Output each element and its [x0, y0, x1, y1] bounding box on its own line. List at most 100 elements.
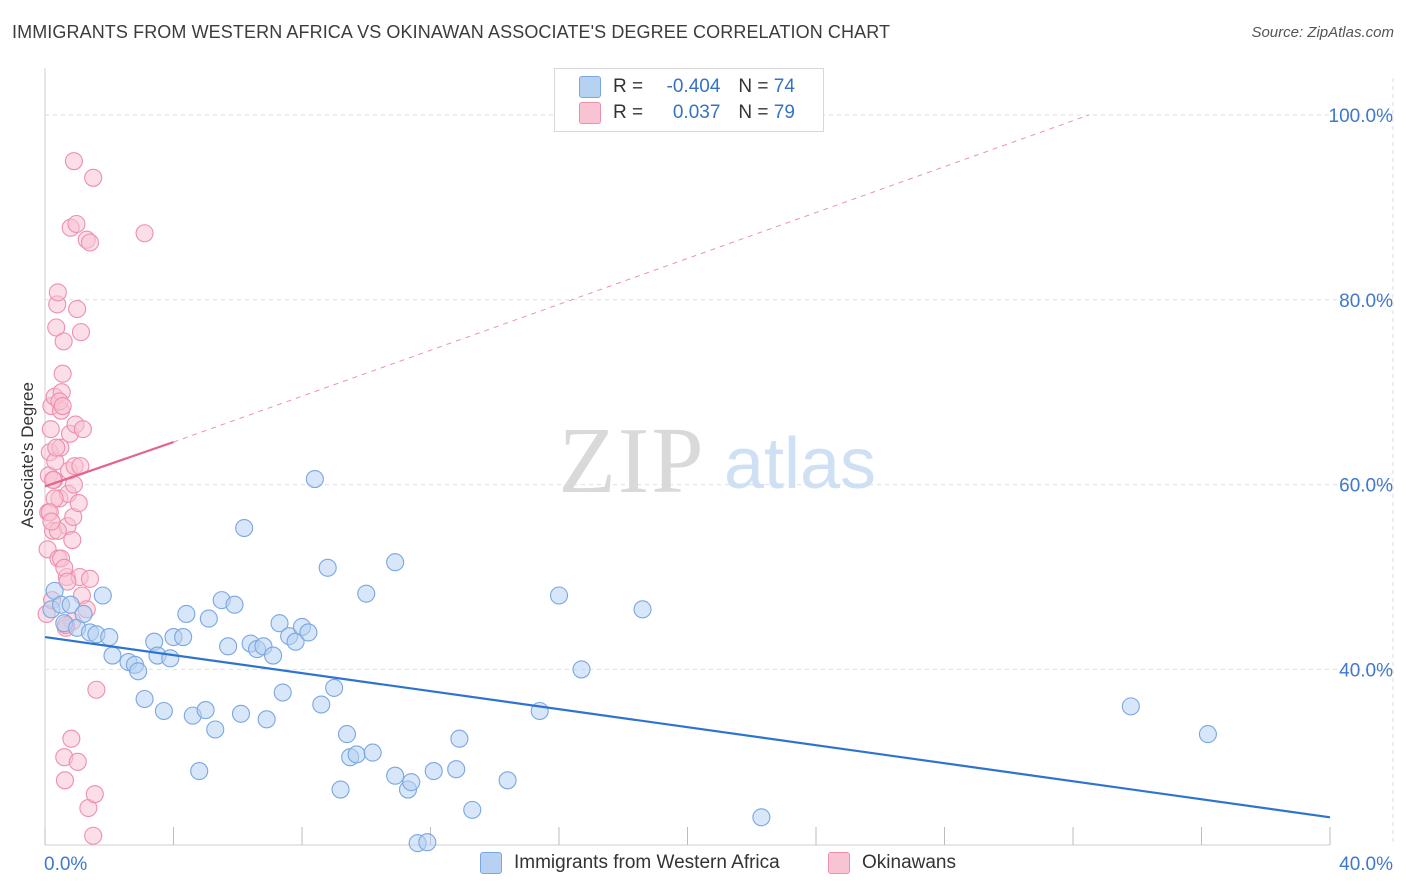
point-western-africa [235, 518, 254, 538]
point-western-africa [199, 609, 218, 628]
y-tick-label: 80.0% [1339, 291, 1393, 312]
point-okinawan [80, 233, 100, 252]
tick-label-layer: 40.0% 60.0% 80.0% 100.0% 0.0% 40.0% [44, 106, 1393, 875]
point-okinawan [73, 420, 92, 439]
point-okinawan [53, 364, 72, 383]
y-tick-label: 60.0% [1339, 476, 1393, 497]
point-western-africa [450, 729, 469, 748]
legend-row-pink: R = 0.037 N = 79 [579, 100, 795, 126]
legend-swatch-blue [579, 76, 601, 98]
watermark-atlas: atlas [724, 424, 876, 504]
stats-legend: R = -0.404 N = 74 R = 0.037 N = 79 [554, 68, 824, 132]
point-okinawan [135, 224, 154, 243]
point-western-africa [386, 766, 405, 785]
point-western-africa [100, 628, 119, 647]
point-western-africa [93, 586, 112, 605]
legend-row-blue: R = -0.404 N = 74 [579, 74, 795, 100]
legend-n-label: N = [738, 76, 769, 97]
point-western-africa [257, 710, 276, 729]
point-okinawan [71, 323, 91, 342]
point-western-africa [331, 780, 350, 799]
source-label: Source: ZipAtlas.com [1251, 24, 1394, 41]
x-tick-label: 0.0% [44, 854, 87, 875]
point-western-africa [273, 683, 292, 702]
point-okinawan [58, 572, 77, 591]
point-western-africa [190, 762, 209, 781]
point-western-africa [1121, 697, 1140, 716]
bottom-legend-label-pink: Okinawans [862, 852, 956, 873]
point-western-africa [174, 628, 193, 647]
point-western-africa [206, 720, 225, 739]
point-okinawan [69, 494, 88, 513]
point-western-africa [312, 695, 331, 714]
legend-r-label: R = [613, 102, 644, 123]
legend-swatch-pink [579, 102, 601, 124]
point-western-africa [357, 584, 376, 603]
y-tick-label: 100.0% [1329, 106, 1394, 127]
point-okinawan [42, 512, 61, 531]
point-western-africa [305, 470, 324, 489]
grid-layer [45, 78, 1394, 845]
point-western-africa [270, 614, 289, 633]
chart-title: IMMIGRANTS FROM WESTERN AFRICA VS OKINAW… [12, 22, 891, 42]
point-okinawan [55, 771, 74, 790]
point-western-africa [572, 660, 591, 679]
bottom-legend-swatch-blue [480, 852, 502, 874]
point-western-africa [337, 725, 357, 744]
point-western-africa [418, 833, 437, 852]
point-western-africa [363, 743, 382, 762]
point-western-africa [103, 646, 122, 665]
point-western-africa [299, 623, 318, 642]
legend-r-label: R = [613, 76, 644, 97]
point-western-africa [424, 762, 443, 781]
point-okinawan [68, 299, 87, 319]
legend-r-value: 0.037 [672, 102, 721, 123]
y-axis-title: Associate's Degree [18, 382, 37, 528]
point-okinawan [64, 152, 83, 171]
point-western-africa [129, 662, 148, 681]
point-okinawan [85, 785, 104, 804]
point-western-africa [1198, 725, 1217, 744]
point-western-africa [264, 646, 283, 665]
point-okinawan [47, 438, 66, 457]
point-western-africa [498, 771, 517, 790]
bottom-legend-pink: Okinawans [828, 852, 956, 874]
bottom-legend-blue: Immigrants from Western Africa [480, 852, 780, 874]
trendline-okinawan-extension [173, 114, 1090, 443]
legend-n-label: N = [738, 102, 769, 123]
point-okinawan [63, 530, 82, 550]
point-okinawan [54, 332, 73, 351]
points-layer [37, 152, 1217, 853]
point-western-africa [463, 800, 482, 819]
trend-layer [44, 114, 1331, 819]
bottom-legend-label-blue: Immigrants from Western Africa [514, 852, 780, 873]
point-western-africa [325, 678, 344, 697]
point-western-africa [196, 701, 215, 720]
point-western-africa [633, 600, 652, 619]
point-western-africa [154, 701, 173, 721]
x-tick-label: 40.0% [1339, 854, 1393, 875]
legend-n-value: 74 [773, 76, 795, 97]
trendline-okinawan [44, 441, 174, 488]
point-western-africa [318, 558, 337, 577]
point-okinawan [68, 752, 87, 771]
point-western-africa [231, 704, 251, 723]
point-okinawan [53, 397, 72, 416]
point-okinawan [87, 680, 106, 699]
point-western-africa [161, 649, 180, 668]
point-okinawan [62, 729, 81, 748]
point-okinawan [47, 318, 66, 337]
trendline-western-africa [44, 635, 1331, 819]
point-western-africa [219, 637, 238, 656]
point-okinawan [84, 826, 103, 845]
watermark: ZIP atlas [559, 409, 877, 513]
point-western-africa [386, 553, 405, 572]
point-okinawan [80, 569, 100, 588]
point-western-africa [549, 586, 569, 605]
point-western-africa [225, 595, 244, 614]
point-western-africa [347, 745, 366, 764]
legend-n-value: 79 [773, 102, 795, 123]
point-western-africa [177, 604, 196, 624]
bottom-legend-swatch-pink [828, 852, 850, 874]
